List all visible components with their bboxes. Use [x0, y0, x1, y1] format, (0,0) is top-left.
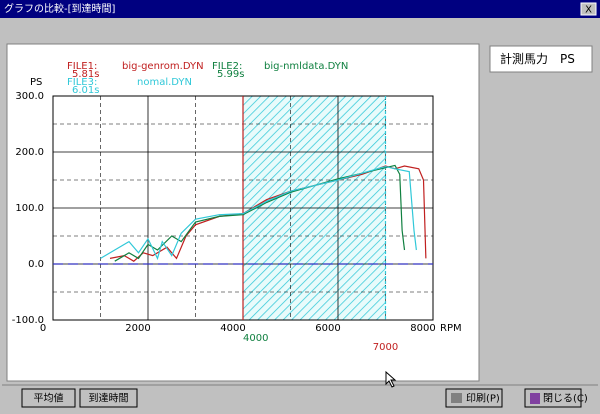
average-button[interactable] — [21, 388, 76, 408]
legend-file: FILE3: — [67, 77, 97, 88]
y-tick-label: 200.0 — [15, 147, 44, 158]
y-tick-label: 100.0 — [15, 203, 44, 214]
arrival-button-label[interactable]: 到達時間 — [89, 393, 129, 405]
average-button-label[interactable]: 平均値 — [34, 392, 64, 405]
legend-time: 5.81s — [72, 69, 99, 80]
highlight-end-label: 7000 — [373, 342, 398, 353]
title-bar — [0, 0, 600, 18]
series-line — [114, 164, 406, 262]
close-button-label[interactable]: 閉じる(C) — [543, 393, 588, 405]
legend-file: FILE1: — [67, 61, 97, 72]
legend-time: 6.01s — [72, 85, 99, 96]
y-tick-label: 300.0 — [15, 91, 44, 102]
x-tick-label: 4000 — [220, 323, 245, 334]
close-window-button[interactable] — [580, 2, 597, 16]
series-line — [100, 165, 417, 261]
y-axis-label: PS — [30, 77, 42, 88]
close-window-icon[interactable]: X — [585, 5, 592, 16]
print-button-label[interactable]: 印刷(P) — [466, 393, 500, 405]
window-title: グラフの比較-[到達時間] — [4, 2, 116, 15]
mouse-cursor — [385, 370, 397, 388]
arrival-button[interactable] — [79, 388, 138, 408]
legend-name: nomal.DYN — [137, 77, 192, 88]
legend-file: FILE2: — [212, 61, 242, 72]
side-label: 計測馬力 PS — [500, 51, 575, 66]
highlight-start-label: 4000 — [243, 333, 268, 344]
print-icon[interactable] — [451, 393, 462, 403]
legend-name: big-nmldata.DYN — [264, 61, 348, 72]
x-tick-label: 8000 — [410, 323, 435, 334]
y-tick-label: 0.0 — [28, 259, 44, 270]
side-label-box — [489, 45, 593, 73]
x-tick-label: 0 — [40, 323, 46, 334]
legend-name: big-genrom.DYN — [122, 61, 204, 72]
series-line — [109, 165, 427, 262]
x-tick-label: 6000 — [315, 323, 340, 334]
x-axis-label: RPM — [440, 323, 462, 334]
x-tick-label: 2000 — [125, 323, 150, 334]
legend-time: 5.99s — [217, 69, 244, 80]
y-tick-label: -100.0 — [12, 315, 44, 326]
close-icon[interactable] — [530, 393, 540, 404]
